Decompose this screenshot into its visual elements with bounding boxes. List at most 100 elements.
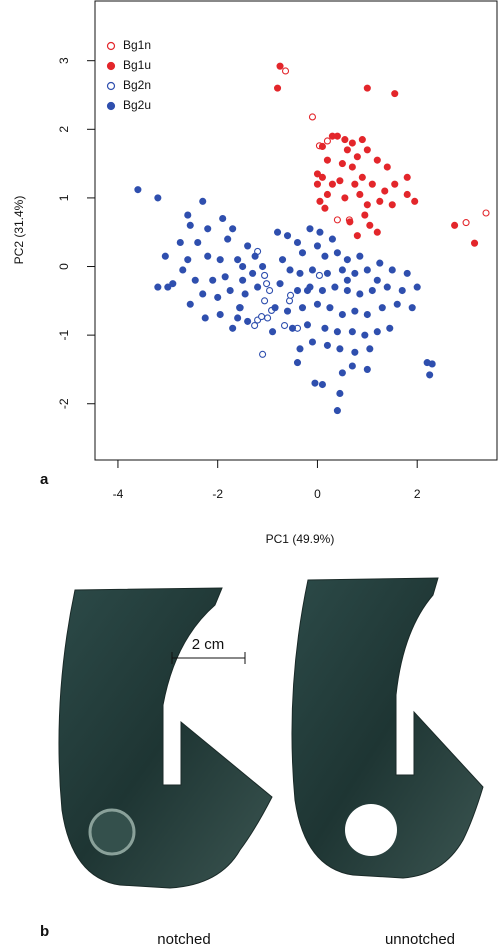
- point: [323, 269, 331, 277]
- point: [264, 314, 272, 322]
- point: [259, 350, 267, 358]
- point: [303, 321, 312, 329]
- photo-left: [58, 587, 273, 889]
- photo-caption: unnotched: [385, 931, 455, 948]
- point: [286, 266, 294, 274]
- point: [343, 276, 351, 284]
- point: [358, 173, 366, 181]
- scale-bar-label: 2 cm: [192, 636, 225, 653]
- point: [266, 286, 274, 295]
- point: [338, 160, 346, 168]
- point: [348, 362, 356, 370]
- panel-label: b: [40, 923, 49, 940]
- point: [283, 232, 292, 240]
- point: [426, 371, 434, 379]
- photo-caption: notched: [157, 931, 210, 948]
- point: [194, 238, 202, 247]
- point: [308, 113, 317, 121]
- point: [184, 256, 192, 264]
- y-axis-label: PC2 (31.4%): [12, 196, 26, 265]
- point: [338, 310, 346, 319]
- point: [134, 186, 142, 194]
- point: [278, 256, 287, 264]
- point: [363, 146, 371, 154]
- x-tick-label: -2: [212, 487, 223, 501]
- point: [351, 180, 359, 188]
- point: [373, 276, 381, 284]
- point: [219, 214, 227, 223]
- legend-marker: [106, 61, 116, 71]
- point: [368, 180, 376, 188]
- point: [358, 136, 366, 144]
- y-tick-label: 2: [57, 126, 71, 133]
- point: [313, 242, 321, 250]
- point: [376, 197, 384, 205]
- point: [283, 307, 292, 315]
- point: [336, 389, 344, 397]
- scale-bar: [171, 652, 246, 664]
- point: [383, 283, 391, 291]
- point: [408, 304, 416, 312]
- point: [343, 256, 351, 264]
- point: [161, 252, 169, 260]
- point: [308, 338, 317, 346]
- point: [259, 262, 267, 271]
- point: [251, 252, 259, 260]
- point: [263, 280, 271, 288]
- point: [386, 324, 394, 332]
- point: [351, 269, 359, 277]
- point: [199, 290, 207, 298]
- y-tick-label: 3: [57, 57, 71, 64]
- point: [316, 228, 324, 236]
- point: [321, 204, 329, 212]
- point: [286, 291, 295, 299]
- panel-label: a: [40, 471, 49, 488]
- point: [293, 238, 302, 247]
- point: [293, 286, 302, 295]
- point: [363, 266, 371, 274]
- point: [303, 286, 312, 295]
- point: [249, 269, 257, 277]
- point: [348, 328, 356, 336]
- point: [296, 269, 304, 277]
- legend-marker: [106, 101, 116, 111]
- point: [333, 407, 341, 415]
- point: [366, 221, 374, 229]
- point: [326, 304, 334, 312]
- point: [261, 271, 269, 279]
- point: [224, 235, 232, 243]
- point: [276, 280, 284, 288]
- point: [313, 180, 321, 188]
- point: [204, 252, 212, 260]
- point: [346, 218, 354, 226]
- legend-marker: [106, 41, 116, 51]
- point: [201, 314, 209, 322]
- point: [199, 197, 207, 205]
- point: [328, 235, 336, 243]
- point: [403, 190, 411, 199]
- point: [341, 136, 349, 144]
- y-tick-label: -1: [57, 329, 71, 340]
- point: [169, 280, 177, 288]
- legend-label: Bg1n: [123, 38, 151, 52]
- point: [428, 360, 436, 368]
- point: [186, 300, 194, 308]
- point: [338, 369, 346, 377]
- point: [363, 365, 371, 373]
- point: [413, 283, 421, 291]
- point: [363, 84, 371, 92]
- point: [318, 173, 326, 181]
- point: [323, 341, 331, 349]
- point: [296, 345, 304, 353]
- point: [271, 304, 279, 312]
- point: [234, 256, 242, 264]
- point: [348, 163, 356, 171]
- point: [229, 324, 237, 332]
- point: [313, 300, 321, 308]
- point: [411, 197, 419, 205]
- point: [221, 273, 229, 281]
- point: [254, 283, 262, 291]
- point: [216, 310, 224, 319]
